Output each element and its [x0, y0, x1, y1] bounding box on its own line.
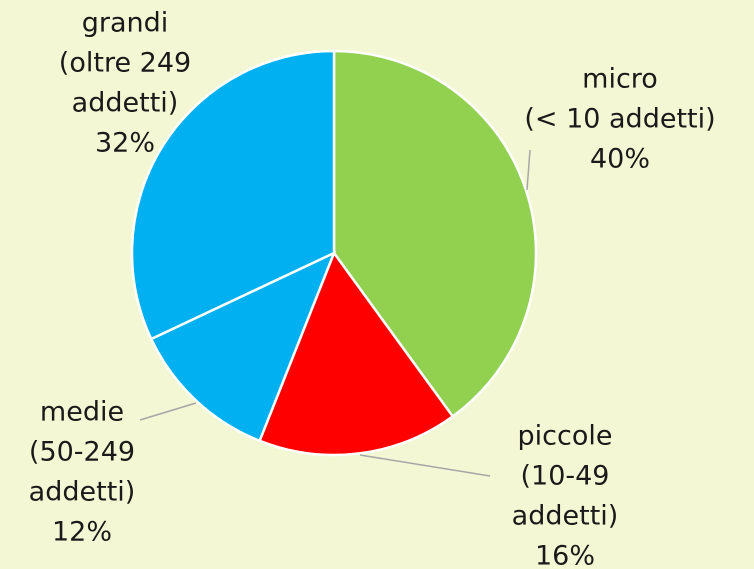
slice-label: grandi — [82, 8, 169, 39]
slice-label: addetti) — [29, 477, 136, 508]
leader-line — [139, 402, 197, 421]
slice-label: addetti) — [512, 501, 619, 532]
leader-line — [359, 454, 491, 477]
leader-line — [526, 149, 531, 191]
slice-label: piccole — [518, 421, 613, 452]
slice-value-label: 12% — [52, 517, 112, 548]
slice-label: (oltre 249 — [59, 48, 191, 79]
slice-label: micro — [582, 64, 658, 95]
pie-slice — [258, 250, 455, 457]
slice-label: medie — [40, 397, 124, 428]
pie-slice — [130, 49, 336, 341]
slice-value-label: 32% — [95, 128, 155, 159]
slice-label: (50-249 — [29, 437, 135, 468]
slice-value-label: 40% — [590, 144, 650, 175]
pie-slice — [149, 250, 337, 443]
pie-slice — [332, 49, 538, 419]
slice-value-label: 16% — [535, 541, 595, 569]
slice-label: (< 10 addetti) — [524, 104, 715, 135]
slice-label: (10-49 — [521, 461, 610, 492]
slice-label: addetti) — [72, 88, 179, 119]
